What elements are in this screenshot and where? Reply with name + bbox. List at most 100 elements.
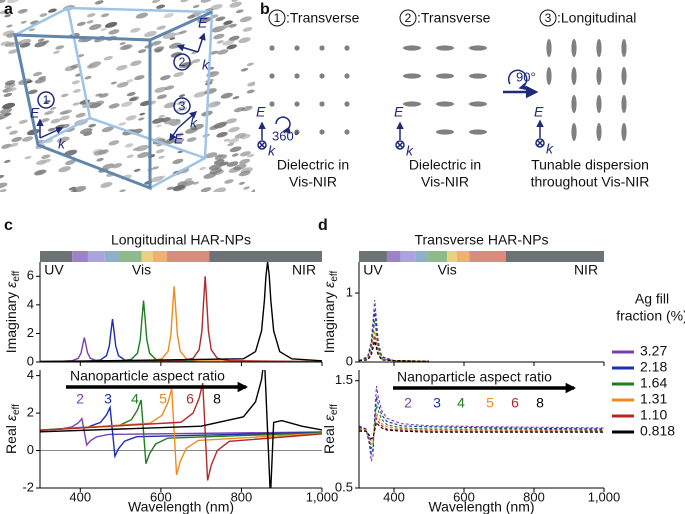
panel-label: c <box>4 217 13 234</box>
nanoparticle <box>215 16 226 22</box>
caption: throughout Vis-NIR <box>531 174 650 190</box>
spectrum-band <box>447 251 457 262</box>
spectrum-band <box>469 251 506 262</box>
nanoparticle <box>229 146 242 153</box>
mode-badge <box>539 9 557 27</box>
x-tick-label: 600 <box>453 489 475 504</box>
nanoparticle <box>156 25 166 30</box>
particle <box>571 95 577 113</box>
mode-badge <box>37 91 55 109</box>
nanoparticle <box>129 97 138 102</box>
nanoparticle <box>160 75 171 81</box>
mode-number: 1 <box>274 11 281 25</box>
particle <box>546 67 552 85</box>
y-tick-label: 1.5 <box>335 372 353 387</box>
nanoparticle <box>156 94 167 100</box>
nanoparticle <box>222 39 235 46</box>
nanoparticle <box>1 143 12 149</box>
line-series <box>40 388 322 476</box>
nanoparticle <box>8 130 18 135</box>
nanoparticle <box>193 91 207 98</box>
particle <box>344 73 350 79</box>
nanoparticle <box>125 115 137 121</box>
nanoparticle <box>71 189 78 192</box>
nanoparticle <box>238 37 251 44</box>
nanoparticle <box>138 117 145 121</box>
caption: Dielectric in <box>277 157 349 173</box>
ratio-label: 6 <box>186 391 194 407</box>
nanoparticle <box>86 13 96 18</box>
nanoparticle <box>119 42 126 46</box>
ratio-label: 5 <box>159 391 167 407</box>
nanoparticle <box>186 137 197 142</box>
nanoparticle <box>246 89 255 94</box>
nanoparticle <box>152 117 165 124</box>
nanoparticle <box>5 126 12 130</box>
nanoparticle <box>58 166 71 173</box>
particle <box>294 129 300 135</box>
k-into-page <box>258 141 266 149</box>
nanoparticle <box>47 8 57 13</box>
ratio-label: 2 <box>76 391 84 407</box>
nanoparticle <box>62 109 73 114</box>
band-label: NIR <box>574 262 598 278</box>
spectrum-band <box>40 251 73 262</box>
nanoparticle <box>151 40 162 46</box>
nanoparticle <box>126 154 134 158</box>
spectrum-band <box>87 251 105 262</box>
panel-b: b 1 :Transverse 2 :Transverse 3 :Longitu… <box>256 1 649 189</box>
nanoparticle <box>175 134 182 138</box>
nanoparticle <box>9 142 19 147</box>
nanoparticle <box>164 85 175 91</box>
nanoparticle <box>132 147 140 151</box>
k-label: k <box>268 143 276 159</box>
nanoparticle <box>110 81 117 85</box>
legend-label: 2.18 <box>640 359 667 375</box>
nanoparticle <box>84 75 92 80</box>
nanoparticle <box>3 112 12 117</box>
nanoparticle <box>88 24 102 30</box>
spectrum-band <box>427 251 448 262</box>
nanoparticle <box>42 40 50 44</box>
nanoparticle <box>39 13 48 17</box>
particle <box>344 101 350 107</box>
x-tick-label: 1,000 <box>306 489 339 504</box>
particle <box>319 101 325 107</box>
nanoparticle <box>224 179 234 184</box>
nanoparticle <box>126 92 136 97</box>
nanoparticle <box>137 49 147 54</box>
nanoparticle <box>119 44 132 51</box>
mode-number: 2 <box>179 55 186 69</box>
nanoparticle <box>93 149 106 156</box>
nanoparticle <box>72 102 80 106</box>
k-into-page <box>395 140 405 150</box>
nanoparticle <box>180 0 189 3</box>
nanoparticle <box>6 24 13 28</box>
y-tick-label: 6 <box>27 268 34 283</box>
nanoparticle <box>86 64 95 68</box>
x-tick-label: 400 <box>69 489 91 504</box>
x-tick-label: 600 <box>150 489 172 504</box>
nanoparticle <box>158 114 165 118</box>
y-axis-label: Imaginary εeff <box>3 270 22 353</box>
cube <box>13 6 214 191</box>
mode-badge <box>268 9 286 27</box>
particle <box>294 73 300 79</box>
nanoparticle <box>126 79 134 83</box>
k-label: k <box>58 136 66 152</box>
y-axis-label-text: Real <box>321 425 337 454</box>
y-axis-label: Real εeff <box>321 404 340 454</box>
y-tick-label: 0 <box>346 353 353 368</box>
nanoparticle <box>32 71 43 77</box>
legend-title: Ag fill <box>635 291 669 307</box>
nanoparticle <box>116 81 129 88</box>
y-tick-label: 0.5 <box>335 479 353 494</box>
nanoparticle <box>226 161 239 167</box>
particle <box>571 39 577 57</box>
mode-number: 3 <box>545 11 552 25</box>
nanoparticle <box>18 119 28 124</box>
nanoparticle <box>102 163 115 170</box>
nanoparticle <box>108 103 120 109</box>
nanoparticle <box>0 0 6 4</box>
